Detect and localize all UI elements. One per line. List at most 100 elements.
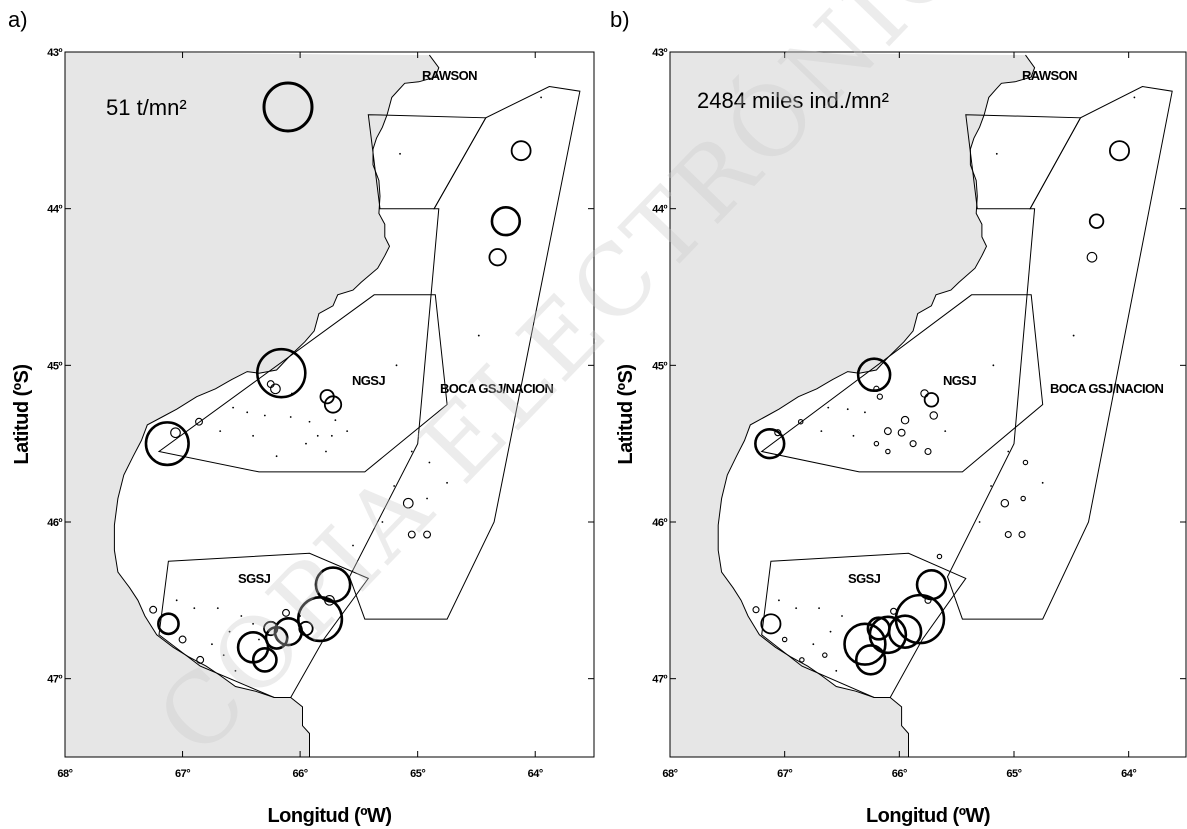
panel-a-map: 68° 67° 66° 65° 64° 43º 44º 45º 46º 47º RAWSON NGSJ… <box>8 7 595 827</box>
station-point <box>864 411 866 414</box>
x-tick-label: 67° <box>777 768 792 780</box>
zone-boca-label: BOCA GSJ/NACION <box>440 381 554 396</box>
y-tick-label: 46º <box>47 517 62 529</box>
station-point <box>1007 450 1010 453</box>
station-point <box>346 430 349 433</box>
x-axis-title: Longitud (ºW) <box>267 805 391 827</box>
station-point <box>795 607 798 610</box>
data-bubble <box>866 616 891 641</box>
legend-bubble <box>262 81 314 133</box>
data-bubble <box>423 530 432 539</box>
station-point <box>778 599 780 602</box>
station-point <box>540 96 542 99</box>
plot-frame <box>64 51 595 758</box>
y-axis-title: Latitud (ºS) <box>11 364 33 464</box>
data-bubble <box>1018 530 1026 539</box>
y-tick-label: 45º <box>47 360 62 372</box>
data-bubble <box>170 427 181 439</box>
data-bubble <box>799 657 805 663</box>
data-bubble <box>897 428 906 437</box>
x-tick-label: 65° <box>1006 768 1021 780</box>
coastline <box>113 54 440 757</box>
station-point <box>305 442 307 445</box>
station-point <box>275 455 278 458</box>
station-point <box>446 481 448 484</box>
station-point <box>1041 481 1044 484</box>
data-bubble <box>1086 251 1098 263</box>
data-bubble <box>324 594 335 606</box>
station-point <box>308 420 311 423</box>
station-point <box>258 638 260 641</box>
station-point <box>978 521 981 523</box>
legend-label: 51 t/mn² <box>106 95 187 120</box>
station-point <box>829 630 832 633</box>
data-bubble <box>196 655 205 664</box>
data-bubble <box>149 605 158 614</box>
zone-ngsj-label: NGSJ <box>352 373 385 388</box>
data-bubble <box>490 206 522 237</box>
data-bubble <box>929 411 938 420</box>
land-area <box>670 52 1035 757</box>
zone-rawson-label: RAWSON <box>422 68 477 83</box>
y-tick-label: 44º <box>652 204 667 216</box>
data-bubble <box>924 596 932 604</box>
data-bubble <box>876 393 883 400</box>
data-bubble <box>282 608 290 617</box>
panel-b-map: 68° 67° 66° 65° 64° 43º 44º 45º 46º 47º RAWSON NGSJ… <box>610 7 1187 827</box>
data-bubble <box>924 447 932 456</box>
data-bubble <box>900 415 910 425</box>
station-point <box>818 607 820 610</box>
data-bubble <box>256 347 307 399</box>
data-bubble <box>144 421 190 467</box>
data-bubble <box>843 622 887 666</box>
station-point <box>211 643 213 646</box>
y-axis-title: Latitud (ºS) <box>615 364 637 464</box>
legend-label: 2484 miles ind./mn² <box>697 88 889 113</box>
zone-rawson-label: RAWSON <box>1022 68 1077 83</box>
y-tick-label: 44º <box>47 204 62 216</box>
station-point <box>228 630 231 633</box>
data-bubble <box>510 140 532 162</box>
data-bubble <box>488 248 507 267</box>
data-bubble <box>822 652 828 658</box>
data-bubble <box>909 440 917 448</box>
station-point <box>812 643 815 646</box>
station-point <box>820 430 823 433</box>
station-point <box>175 599 178 602</box>
zone-rawson-polygon <box>367 114 487 210</box>
station-point <box>410 450 413 453</box>
x-tick-label: 64° <box>1121 768 1136 780</box>
zone-ngsj-polygon <box>946 85 1173 620</box>
zone-sgsj-label: SGSJ <box>238 571 271 586</box>
y-tick-label: 43º <box>47 47 62 59</box>
data-bubble <box>323 395 343 414</box>
data-bubble <box>298 620 314 637</box>
station-point <box>352 544 354 547</box>
x-tick-label: 65° <box>410 768 425 780</box>
data-bubble <box>1000 498 1010 508</box>
data-bubble <box>920 389 929 398</box>
data-bubble <box>407 530 416 539</box>
data-bubble <box>752 606 760 614</box>
station-point <box>246 411 249 414</box>
station-point <box>1133 96 1136 99</box>
station-point <box>263 414 266 417</box>
y-tick-label: 47º <box>652 674 667 686</box>
data-bubble <box>1020 495 1026 502</box>
data-bubble <box>296 596 344 643</box>
y-tick-label: 47º <box>47 674 62 686</box>
station-point <box>252 434 254 437</box>
station-point <box>426 497 428 500</box>
data-bubble <box>402 497 414 509</box>
data-bubble <box>266 380 275 389</box>
x-tick-label: 67° <box>175 768 190 780</box>
plot-frame <box>669 51 1187 758</box>
station-point <box>316 434 319 437</box>
data-bubble <box>797 418 804 425</box>
panel-letter: b) <box>610 7 630 32</box>
station-point <box>399 152 401 155</box>
zone-boca-polygon <box>760 294 1044 473</box>
station-point <box>219 430 222 433</box>
data-bubble <box>923 392 940 408</box>
